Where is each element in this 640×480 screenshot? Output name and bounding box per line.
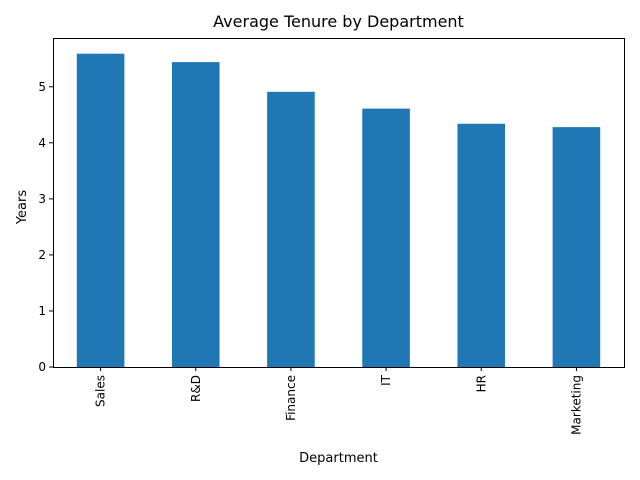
- axes-frame: [53, 38, 625, 368]
- bar-finance: [267, 91, 315, 368]
- bars: [76, 53, 601, 368]
- x-axis-ticks: Sales R&D Finance IT HR Marketing: [94, 367, 583, 435]
- plot-area: 0 1 2 3 4 5 Sales R&D Finance IT HR Marketing: [38, 38, 625, 435]
- bar-r-d: [171, 62, 220, 367]
- x-tick-label: Marketing: [569, 375, 583, 435]
- y-axis-ticks: 0 1 2 3 4 5: [38, 80, 53, 374]
- bar-hr: [457, 123, 506, 367]
- bar-sales: [76, 53, 125, 367]
- y-tick-label: 1: [38, 304, 46, 318]
- y-axis-label: Years: [15, 190, 30, 226]
- y-tick-label: 3: [38, 192, 46, 206]
- bar-it: [362, 108, 410, 367]
- y-tick-label: 4: [38, 136, 46, 150]
- x-tick-label: Finance: [284, 375, 298, 421]
- y-tick-label: 0: [38, 360, 46, 374]
- x-tick-label: Sales: [94, 375, 108, 407]
- bar-marketing: [552, 127, 601, 367]
- x-axis-label: Department: [299, 451, 378, 466]
- chart-title: Average Tenure by Department: [213, 12, 464, 31]
- x-tick-label: R&D: [189, 375, 203, 402]
- y-tick-label: 2: [38, 248, 46, 262]
- x-tick-label: HR: [474, 375, 488, 392]
- x-tick-label: IT: [379, 374, 393, 386]
- y-tick-label: 5: [38, 80, 46, 94]
